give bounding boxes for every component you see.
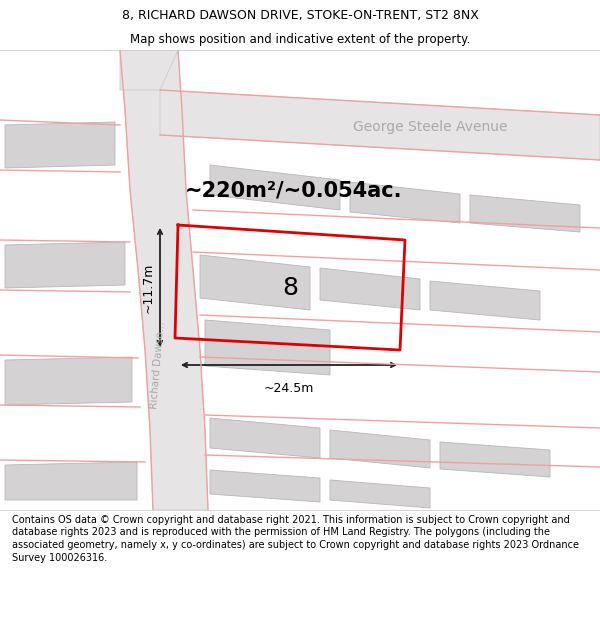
Text: ~220m²/~0.054ac.: ~220m²/~0.054ac. bbox=[185, 180, 403, 200]
Text: Contains OS data © Crown copyright and database right 2021. This information is : Contains OS data © Crown copyright and d… bbox=[12, 514, 579, 563]
Text: 8, RICHARD DAWSON DRIVE, STOKE-ON-TRENT, ST2 8NX: 8, RICHARD DAWSON DRIVE, STOKE-ON-TRENT,… bbox=[122, 9, 478, 21]
Polygon shape bbox=[120, 50, 208, 510]
Polygon shape bbox=[430, 281, 540, 320]
Text: ~11.7m: ~11.7m bbox=[142, 262, 155, 313]
Polygon shape bbox=[205, 320, 330, 375]
Polygon shape bbox=[5, 357, 132, 405]
Polygon shape bbox=[320, 268, 420, 310]
Polygon shape bbox=[470, 195, 580, 232]
Polygon shape bbox=[330, 480, 430, 508]
Text: ~24.5m: ~24.5m bbox=[264, 382, 314, 395]
Polygon shape bbox=[210, 418, 320, 458]
Polygon shape bbox=[160, 90, 600, 160]
Polygon shape bbox=[5, 122, 115, 168]
Text: 8: 8 bbox=[282, 276, 298, 300]
Text: Map shows position and indicative extent of the property.: Map shows position and indicative extent… bbox=[130, 32, 470, 46]
Polygon shape bbox=[200, 255, 310, 310]
Polygon shape bbox=[210, 470, 320, 502]
Polygon shape bbox=[350, 182, 460, 223]
Polygon shape bbox=[5, 462, 137, 500]
Text: Richard Dawso...: Richard Dawso... bbox=[149, 321, 167, 409]
Polygon shape bbox=[440, 442, 550, 477]
Polygon shape bbox=[5, 242, 125, 288]
Polygon shape bbox=[330, 430, 430, 468]
Polygon shape bbox=[210, 165, 340, 210]
Text: George Steele Avenue: George Steele Avenue bbox=[353, 120, 507, 134]
Polygon shape bbox=[120, 50, 178, 90]
